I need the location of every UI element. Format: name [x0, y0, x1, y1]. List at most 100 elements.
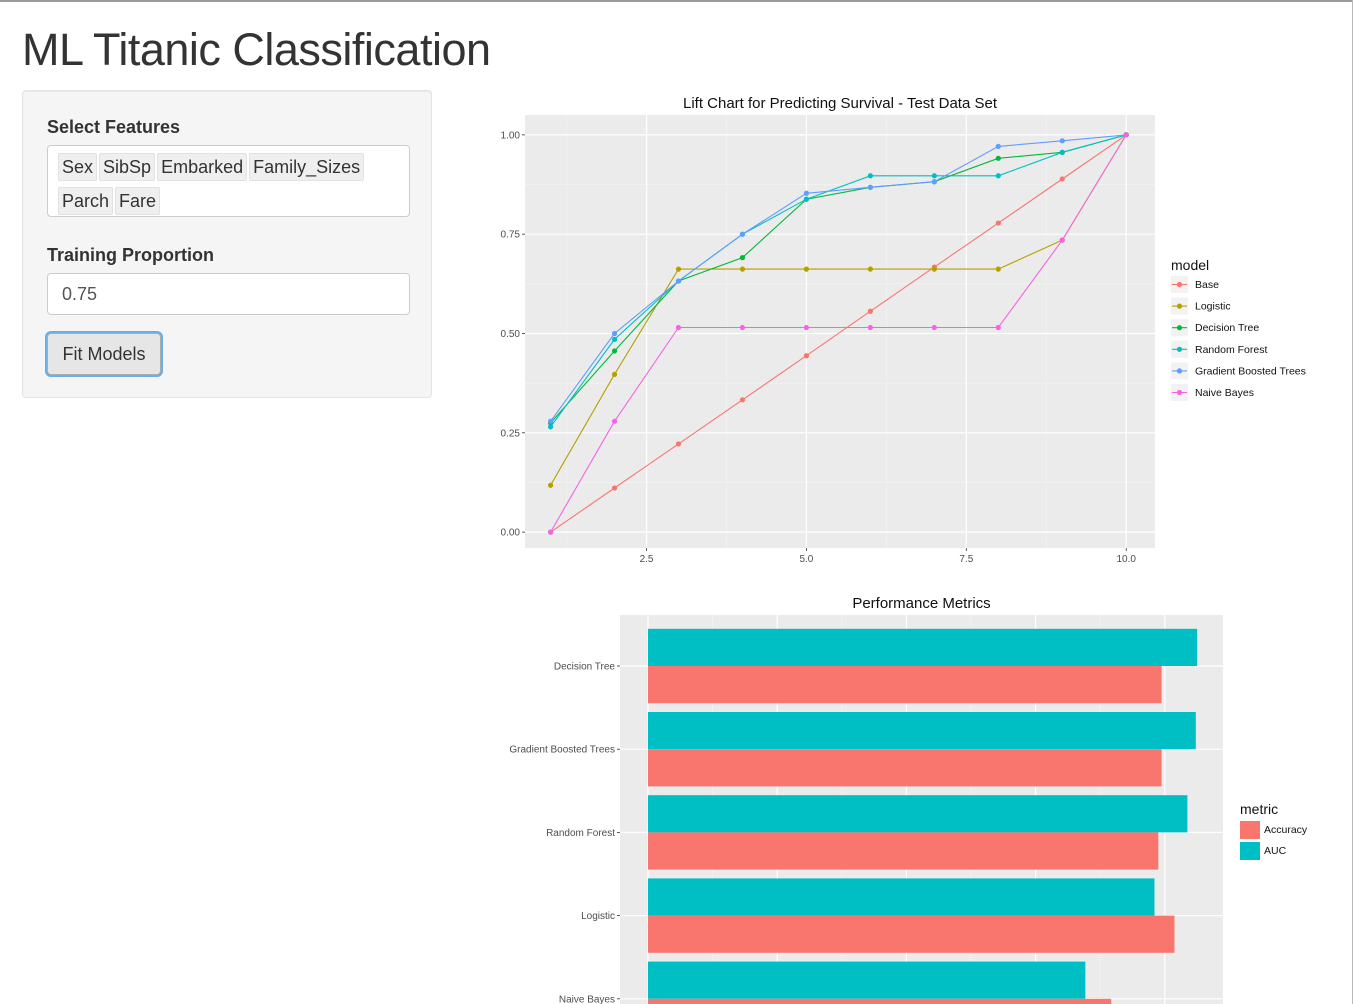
feature-chip[interactable]: Embarked [157, 153, 248, 181]
lift-data-point [995, 143, 1001, 149]
lift-data-point [803, 190, 810, 196]
lift-legend-label: Naive Bayes [1195, 387, 1254, 399]
perf-legend-label: AUC [1264, 845, 1287, 857]
lift-legend-key-point [1176, 346, 1183, 352]
lift-data-point [675, 278, 682, 284]
lift-data-point [739, 231, 746, 237]
perf-legend-title: metric [1240, 801, 1278, 817]
fit-models-button[interactable]: Fit Models [47, 333, 161, 375]
lift-legend-label: Logistic [1195, 301, 1231, 313]
lift-data-point [1059, 138, 1065, 144]
lift-series-line [550, 134, 1127, 428]
perf-chart-title: Performance Metrics [852, 595, 990, 612]
lift-data-point [803, 353, 810, 359]
lift-y-tick-label: 0.00 [501, 528, 521, 539]
lift-legend-key-point [1176, 368, 1183, 374]
lift-data-point [867, 266, 873, 272]
lift-data-point [1059, 237, 1065, 243]
perf-bar-auc [648, 878, 1155, 916]
lift-legend-key-point [1176, 281, 1183, 288]
lift-legend-key-point [1176, 325, 1183, 331]
lift-data-point [675, 266, 682, 272]
lift-data-point [995, 173, 1001, 179]
feature-chip[interactable]: Sex [58, 153, 98, 181]
lift-data-point [547, 424, 554, 430]
lift-legend-label: Gradient Boosted Trees [1195, 365, 1306, 377]
training-proportion-label: Training Proportion [47, 245, 214, 265]
lift-data-point [611, 371, 618, 378]
lift-y-tick-label: 0.75 [501, 230, 521, 241]
lift-data-point [739, 397, 746, 403]
perf-legend-key [1240, 842, 1260, 860]
lift-legend-label: Decision Tree [1195, 322, 1259, 334]
perf-bar-auc [648, 795, 1188, 833]
perf-y-tick-label: Random Forest [546, 828, 615, 839]
perf-y-tick-label: Gradient Boosted Trees [509, 745, 615, 756]
lift-y-tick-label: 0.25 [501, 428, 521, 439]
lift-data-point [995, 266, 1001, 272]
page-title: ML Titanic Classification [22, 24, 491, 75]
feature-chip[interactable]: Parch [58, 187, 114, 215]
lift-x-tick-label: 2.5 [640, 554, 654, 565]
window-top-border [0, 0, 1353, 2]
lift-data-point [739, 266, 746, 272]
lift-data-point [547, 529, 554, 535]
lift-data-point [675, 324, 682, 331]
feature-chip[interactable]: SibSp [99, 153, 156, 181]
lift-legend-key-point [1176, 389, 1183, 396]
lift-data-point [995, 155, 1001, 161]
lift-data-point [931, 324, 937, 331]
lift-data-point [931, 173, 937, 179]
lift-legend-key-point [1176, 303, 1183, 309]
lift-data-point [803, 266, 810, 272]
lift-y-tick-label: 0.50 [501, 329, 521, 340]
perf-bar-accuracy [648, 749, 1162, 787]
lift-series-line [550, 134, 1127, 533]
feature-chip[interactable]: Family_Sizes [249, 153, 365, 181]
lift-data-point [995, 324, 1001, 331]
lift-data-point [739, 324, 746, 331]
lift-data-point [675, 441, 682, 447]
lift-chart-title: Lift Chart for Predicting Survival - Tes… [683, 95, 998, 112]
lift-data-point [867, 308, 873, 314]
lift-y-tick-label: 1.00 [501, 130, 521, 141]
lift-data-point [611, 348, 618, 354]
perf-bar-accuracy [648, 832, 1159, 870]
perf-bar-auc [648, 712, 1196, 750]
lift-data-point [803, 196, 810, 202]
perf-bar-auc [648, 628, 1198, 666]
sidebar-panel: Select Features Sex SibSp Embarked Family_S… [22, 90, 432, 398]
lift-x-tick-label: 5.0 [799, 554, 813, 565]
lift-data-point [547, 482, 554, 488]
lift-data-point [611, 336, 618, 343]
lift-legend-title: model [1171, 257, 1209, 273]
lift-data-point [739, 255, 746, 261]
lift-data-point [1059, 149, 1065, 155]
lift-data-point [867, 184, 873, 190]
lift-x-tick-label: 10.0 [1116, 554, 1136, 565]
lift-series-line [550, 134, 1127, 422]
lift-series-line [550, 134, 1127, 533]
perf-y-tick-label: Logistic [581, 911, 615, 922]
lift-series-line [550, 134, 1127, 424]
lift-data-point [867, 324, 873, 331]
lift-data-point [611, 330, 618, 337]
select-features-label: Select Features [47, 117, 181, 137]
perf-y-tick-label: Naive Bayes [559, 994, 615, 1004]
perf-bar-accuracy [648, 915, 1175, 953]
feature-chip[interactable]: Fare [115, 187, 161, 215]
perf-legend-label: Accuracy [1264, 824, 1308, 836]
lift-data-point [1059, 176, 1065, 182]
lift-data-point [803, 324, 810, 331]
lift-data-point [547, 418, 554, 424]
training-proportion-input[interactable]: 0.75 [47, 273, 410, 315]
perf-legend-key [1240, 821, 1260, 839]
lift-legend-label: Random Forest [1195, 344, 1267, 356]
perf-bar-auc [648, 961, 1086, 999]
features-multiselect[interactable]: Sex SibSp Embarked Family_Sizes Parch Fare [47, 145, 410, 217]
lift-data-point [931, 179, 937, 185]
lift-data-point [611, 418, 618, 424]
lift-x-tick-label: 7.5 [959, 554, 973, 565]
